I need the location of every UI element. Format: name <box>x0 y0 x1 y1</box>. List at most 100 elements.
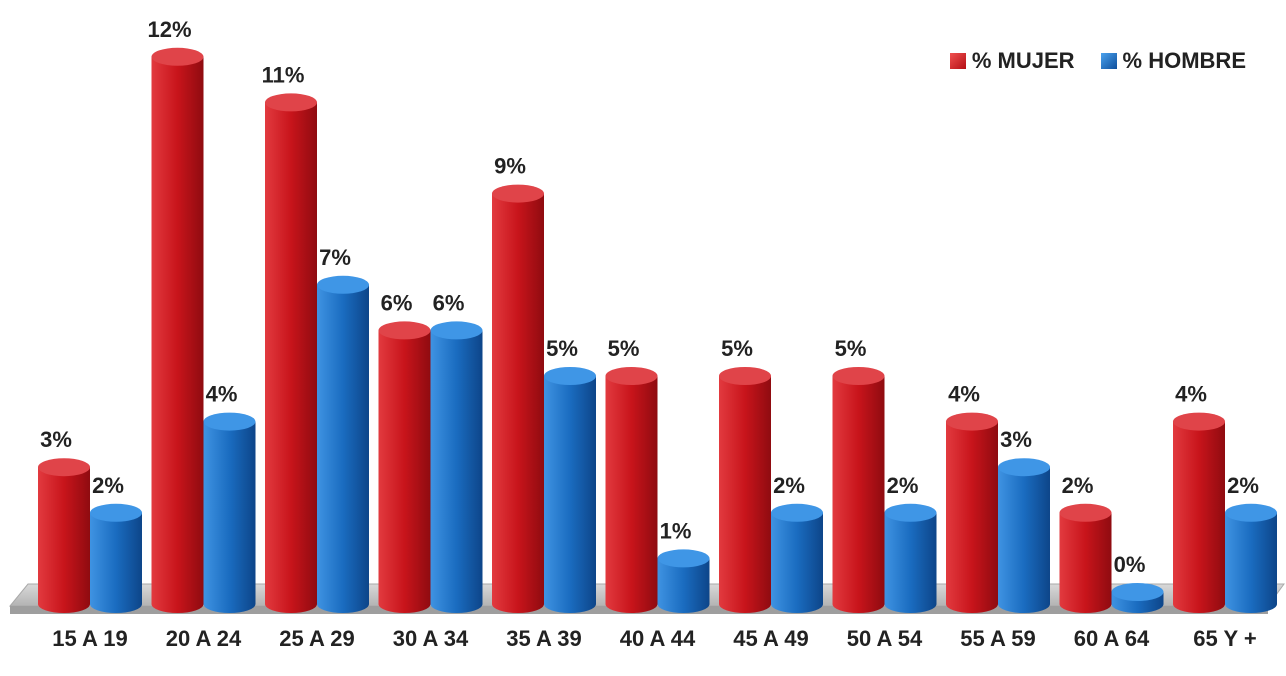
bar-top <box>1059 503 1112 522</box>
bar-top <box>771 503 823 522</box>
bar-body <box>719 376 771 613</box>
bar-mujer-5 <box>605 367 658 613</box>
bar-body <box>1173 421 1225 613</box>
bar-body <box>265 102 317 614</box>
data-label-mujer-7: 5% <box>835 336 867 361</box>
bar-body <box>605 376 658 613</box>
x-tick-label-8: 55 A 59 <box>960 626 1035 651</box>
bar-top <box>203 412 256 431</box>
x-tick-label-6: 45 A 49 <box>733 626 808 651</box>
data-label-mujer-0: 3% <box>40 427 72 452</box>
bar-top <box>1111 583 1164 601</box>
data-label-mujer-8: 4% <box>948 382 980 407</box>
bar-top <box>378 321 431 340</box>
x-tick-label-2: 25 A 29 <box>279 626 354 651</box>
bar-top <box>317 275 369 294</box>
data-label-hombre-9: 0% <box>1114 552 1146 577</box>
data-label-mujer-1: 12% <box>147 17 191 42</box>
bar-top <box>38 458 90 477</box>
bar-top <box>946 412 998 431</box>
bar-hombre-7 <box>884 503 937 613</box>
bar-hombre-2 <box>317 275 369 613</box>
bar-body <box>884 512 937 613</box>
x-tick-label-10: 65 Y + <box>1193 626 1256 651</box>
bar-top <box>265 93 317 112</box>
x-tick-label-4: 35 A 39 <box>506 626 581 651</box>
bar-body <box>657 558 710 613</box>
bar-body <box>378 330 431 613</box>
bar-hombre-5 <box>657 549 710 613</box>
bar-top <box>544 367 596 385</box>
bar-mujer-9 <box>1059 503 1112 613</box>
bar-body <box>946 421 998 613</box>
bar-mujer-10 <box>1173 412 1225 613</box>
data-label-hombre-3: 6% <box>433 290 465 315</box>
bar-body <box>90 512 142 613</box>
bar-hombre-0 <box>90 503 142 613</box>
bar-body <box>544 376 596 613</box>
bar-hombre-4 <box>544 367 596 613</box>
bar-body <box>430 330 483 613</box>
bar-body <box>203 421 256 613</box>
bar-hombre-3 <box>430 321 483 613</box>
bar-mujer-2 <box>265 93 317 614</box>
bar-body <box>492 193 544 613</box>
data-label-mujer-3: 6% <box>381 290 413 315</box>
data-label-hombre-10: 2% <box>1227 473 1259 498</box>
bar-body <box>1225 512 1277 613</box>
bar-top <box>430 321 483 340</box>
bar-mujer-4 <box>492 184 544 613</box>
bar-mujer-1 <box>151 47 204 614</box>
x-tick-label-1: 20 A 24 <box>166 626 242 651</box>
bar-hombre-10 <box>1225 503 1277 613</box>
bar-top <box>884 503 937 522</box>
data-label-mujer-10: 4% <box>1175 382 1207 407</box>
data-label-mujer-5: 5% <box>608 336 640 361</box>
bar-body <box>317 284 369 613</box>
bar-top <box>1173 412 1225 431</box>
bar-mujer-6 <box>719 367 771 613</box>
bar-hombre-9 <box>1111 583 1164 613</box>
bar-top <box>492 184 544 203</box>
bar-top <box>1225 503 1277 522</box>
bar-top <box>657 549 710 568</box>
x-tick-label-0: 15 A 19 <box>52 626 127 651</box>
data-label-hombre-0: 2% <box>92 473 124 498</box>
bar-top <box>832 367 885 385</box>
bar-hombre-1 <box>203 412 256 613</box>
bar-body <box>1059 512 1112 613</box>
legend-label-hombre: % HOMBRE <box>1122 48 1246 73</box>
bar-body <box>832 376 885 613</box>
data-label-hombre-4: 5% <box>546 336 578 361</box>
data-label-mujer-2: 11% <box>262 62 305 87</box>
x-tick-label-5: 40 A 44 <box>620 626 696 651</box>
data-label-hombre-7: 2% <box>887 473 919 498</box>
legend-label-mujer: % MUJER <box>971 48 1075 73</box>
bar-top <box>90 503 142 522</box>
bar-mujer-3 <box>378 321 431 613</box>
bar-mujer-7 <box>832 367 885 613</box>
bar-mujer-0 <box>38 458 90 613</box>
bar-body <box>38 467 90 613</box>
x-tick-label-3: 30 A 34 <box>393 626 469 651</box>
bar-mujer-8 <box>946 412 998 613</box>
bar-body <box>771 512 823 613</box>
bar-top <box>998 458 1050 477</box>
data-label-hombre-2: 7% <box>319 245 351 270</box>
legend-swatch-mujer <box>949 53 966 69</box>
bar-hombre-8 <box>998 458 1050 613</box>
legend-swatch-hombre <box>1100 53 1117 69</box>
data-label-mujer-9: 2% <box>1062 473 1094 498</box>
data-label-hombre-5: 1% <box>660 518 692 543</box>
data-label-hombre-8: 3% <box>1000 427 1032 452</box>
legend: % MUJER % HOMBRE <box>949 48 1246 74</box>
bar-body <box>998 467 1050 613</box>
legend-item-mujer: % MUJER <box>949 48 1075 74</box>
bar-body <box>151 56 204 614</box>
x-tick-label-7: 50 A 54 <box>847 626 923 651</box>
data-label-mujer-6: 5% <box>721 336 753 361</box>
bar-top <box>719 367 771 385</box>
data-label-mujer-4: 9% <box>494 154 526 179</box>
bar-top <box>605 367 658 385</box>
bar-top <box>151 47 204 66</box>
